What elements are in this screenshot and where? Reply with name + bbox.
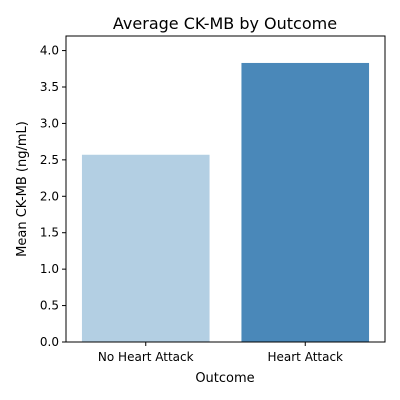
bar-0 — [81, 154, 210, 342]
y-tick-label: 3.5 — [40, 80, 59, 94]
y-tick-label: 3.0 — [40, 116, 59, 130]
plot-frame — [65, 35, 386, 343]
y-tick-label: 0.0 — [40, 335, 59, 349]
y-axis-label: Mean CK-MB (ng/mL) — [15, 121, 30, 257]
y-tick-label: 1.5 — [40, 226, 59, 240]
bars-group — [81, 62, 370, 342]
y-tick-label: 1.0 — [40, 262, 59, 276]
chart-title: Average CK-MB by Outcome — [113, 14, 337, 33]
x-axis-label: Outcome — [195, 371, 254, 386]
bar-1 — [241, 62, 370, 342]
x-axis: No Heart Attack Heart Attack — [98, 342, 343, 364]
x-tick-label: Heart Attack — [267, 350, 343, 364]
y-tick-label: 2.0 — [40, 189, 59, 203]
y-tick-label: 4.0 — [40, 44, 59, 58]
y-tick-label: 0.5 — [40, 299, 59, 313]
y-tick-label: 2.5 — [40, 153, 59, 167]
x-tick-label: No Heart Attack — [98, 350, 194, 364]
y-axis: 0.0 0.5 1.0 1.5 2.0 2.5 3.0 3.5 4.0 — [40, 44, 66, 349]
